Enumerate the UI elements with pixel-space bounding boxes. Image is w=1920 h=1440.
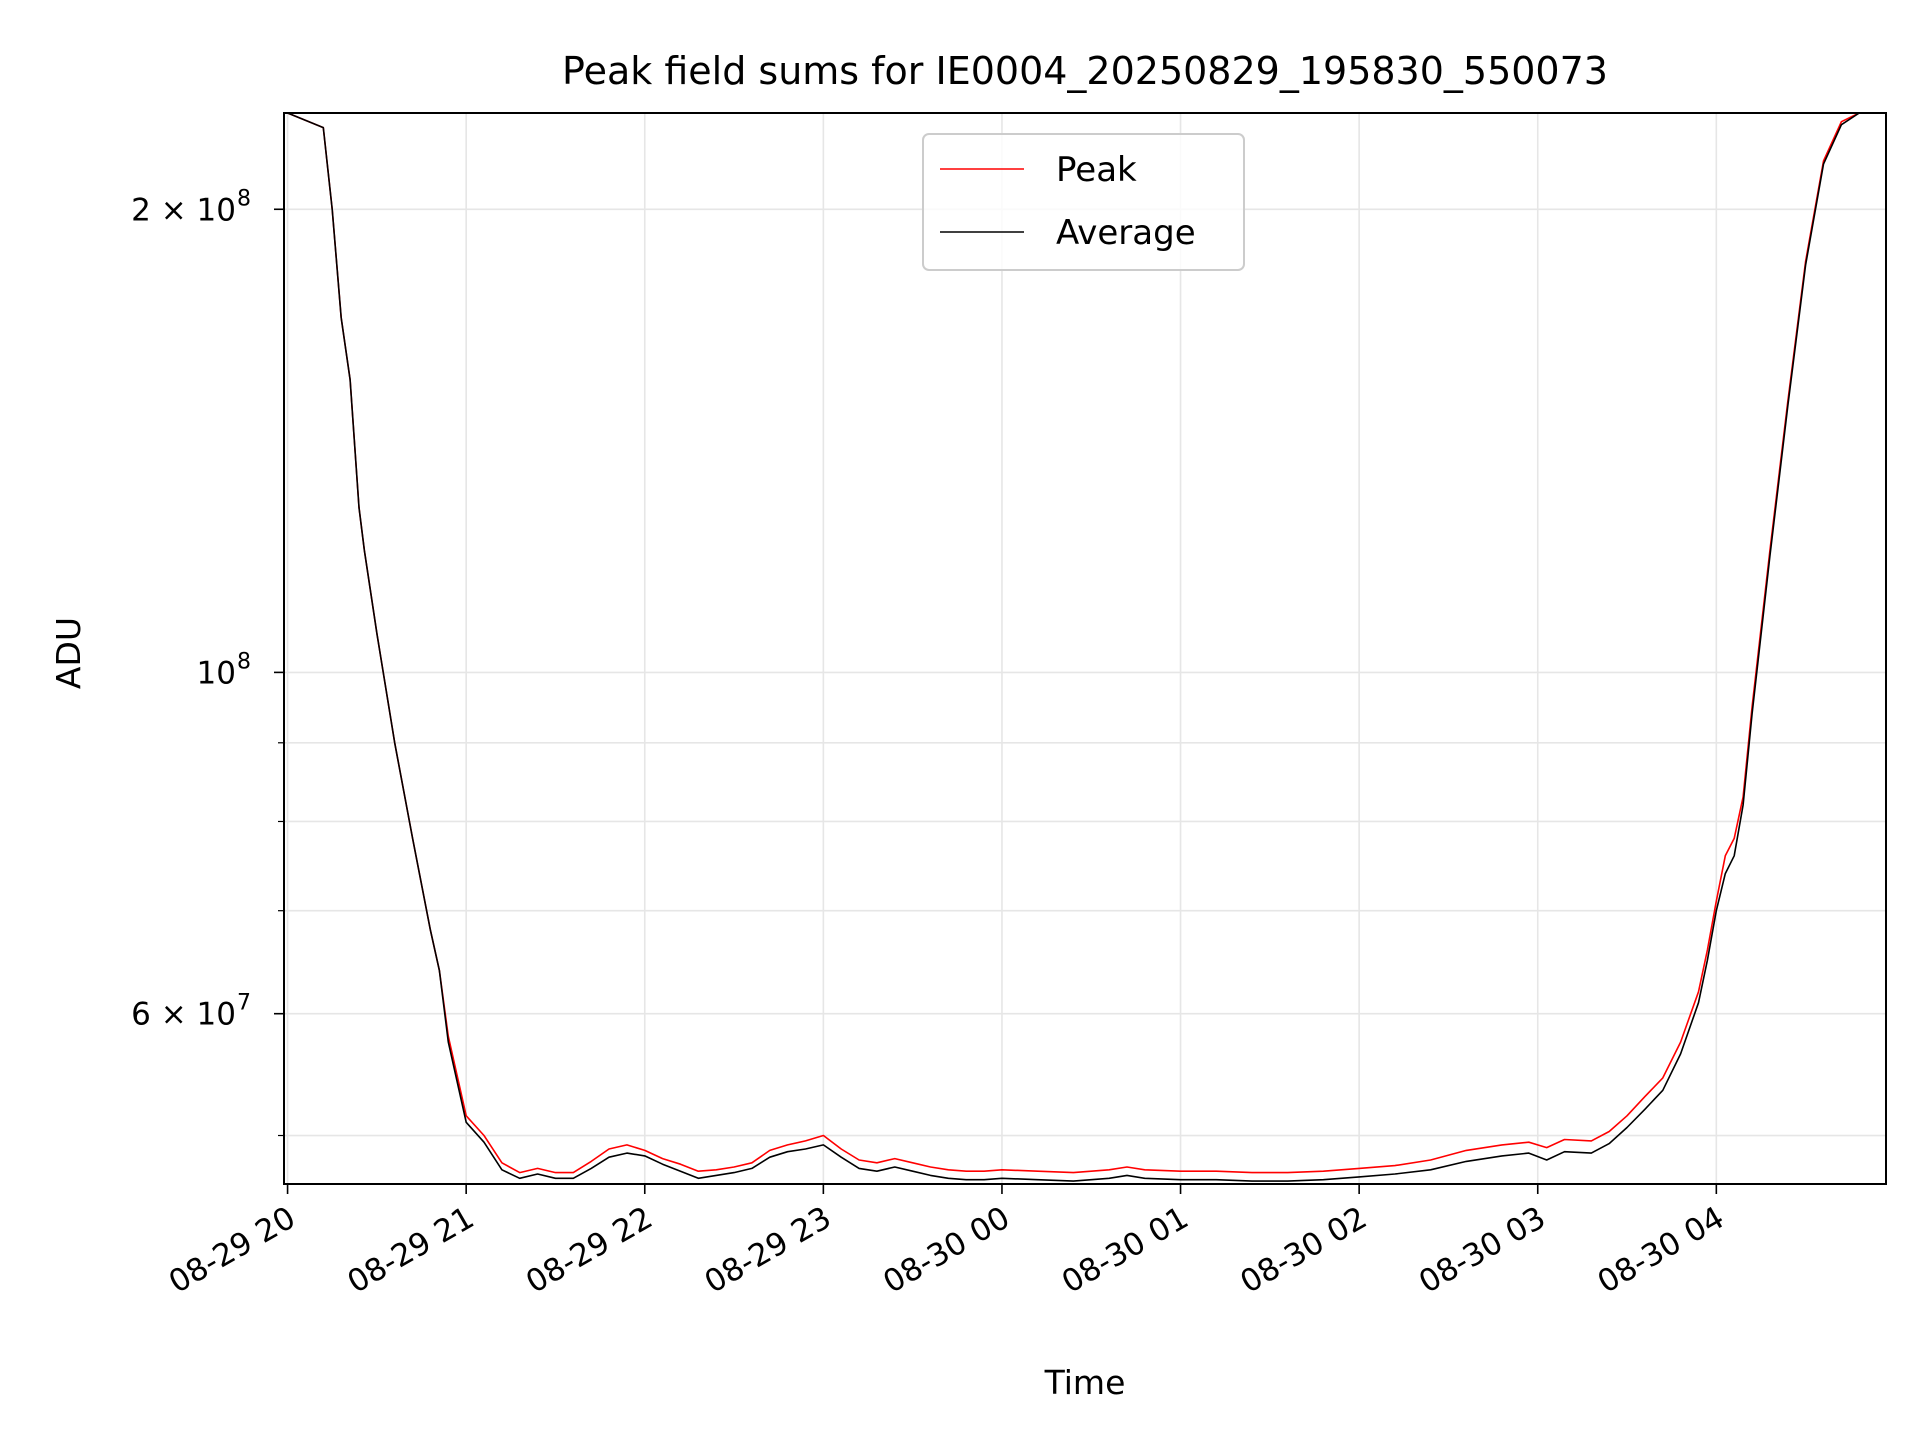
y-axis-label: ADU bbox=[49, 617, 88, 689]
legend-box bbox=[922, 133, 1245, 271]
x-axis-label: Time bbox=[1044, 1363, 1126, 1402]
series-layer bbox=[287, 112, 1886, 1182]
y-tick-label-base: 10 bbox=[197, 655, 236, 691]
series-line-peak bbox=[287, 112, 1886, 1174]
chart-title: Peak field sums for IE0004_20250829_1958… bbox=[562, 49, 1608, 93]
plot-frame bbox=[283, 112, 1887, 1185]
legend-average-label: Average bbox=[1056, 213, 1196, 253]
y-tick-label-base: 2 × 10 bbox=[131, 192, 236, 228]
y-tick-label-exponent: 7 bbox=[237, 991, 251, 1016]
y-tick-label: 10 bbox=[197, 655, 236, 691]
y-tick-label-exponent: 8 bbox=[237, 186, 251, 211]
series-line-average bbox=[287, 112, 1886, 1182]
y-tick-label-exponent: 8 bbox=[237, 649, 251, 674]
y-tick-label-base: 6 × 10 bbox=[131, 997, 236, 1033]
y-tick-label: 6 × 10 bbox=[131, 997, 236, 1033]
legend: Peak Average bbox=[922, 133, 1245, 271]
y-tick-label: 2 × 10 bbox=[131, 192, 236, 228]
legend-peak-label: Peak bbox=[1056, 150, 1137, 190]
